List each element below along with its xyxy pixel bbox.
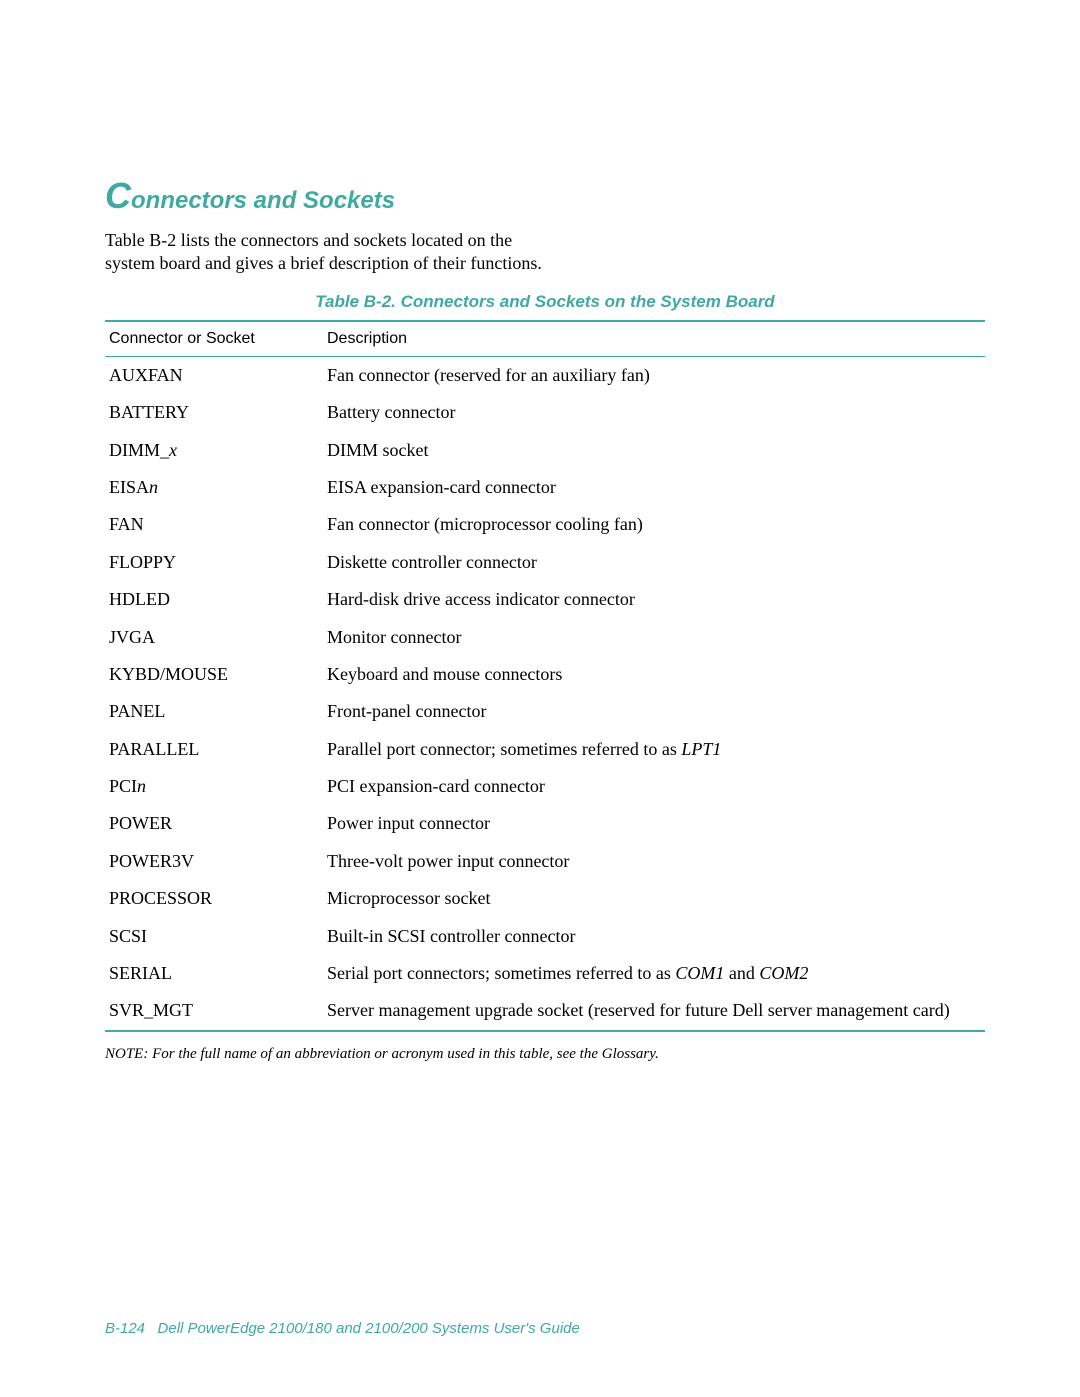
cell-connector: KYBD/MOUSE xyxy=(105,656,323,693)
document-page: Connectors and Sockets Table B-2 lists t… xyxy=(0,0,1080,1063)
cell-description: Keyboard and mouse connectors xyxy=(323,656,985,693)
cell-description: Server management upgrade socket (reserv… xyxy=(323,992,985,1029)
section-heading: Connectors and Sockets xyxy=(105,175,985,217)
cell-description: Hard-disk drive access indicator connect… xyxy=(323,581,985,618)
table-header-connector: Connector or Socket xyxy=(105,322,323,357)
cell-description: Monitor connector xyxy=(323,619,985,656)
cell-connector: PARALLEL xyxy=(105,731,323,768)
table-header-row: Connector or Socket Description xyxy=(105,322,985,357)
cell-connector: SVR_MGT xyxy=(105,992,323,1029)
cell-connector: HDLED xyxy=(105,581,323,618)
cell-connector: PCIn xyxy=(105,768,323,805)
table-row: POWER3VThree-volt power input connector xyxy=(105,843,985,880)
table-row: FANFan connector (microprocessor cooling… xyxy=(105,506,985,543)
cell-description: Built-in SCSI controller connector xyxy=(323,918,985,955)
cell-description: EISA expansion-card connector xyxy=(323,469,985,506)
table-row: PCInPCI expansion-card connector xyxy=(105,768,985,805)
cell-connector: FLOPPY xyxy=(105,544,323,581)
cell-description: Fan connector (reserved for an auxiliary… xyxy=(323,356,985,394)
cell-description: PCI expansion-card connector xyxy=(323,768,985,805)
table-note: NOTE: For the full name of an abbreviati… xyxy=(105,1046,985,1063)
cell-connector: EISAn xyxy=(105,469,323,506)
cell-description: Three-volt power input connector xyxy=(323,843,985,880)
cell-description: DIMM socket xyxy=(323,432,985,469)
cell-connector: POWER xyxy=(105,805,323,842)
table-row: AUXFANFan connector (reserved for an aux… xyxy=(105,356,985,394)
table-row: SVR_MGTServer management upgrade socket … xyxy=(105,992,985,1029)
cell-connector: PANEL xyxy=(105,693,323,730)
cell-description: Diskette controller connector xyxy=(323,544,985,581)
cell-description: Fan connector (microprocessor cooling fa… xyxy=(323,506,985,543)
table-container: Connector or Socket Description AUXFANFa… xyxy=(105,320,985,1032)
connectors-table: Connector or Socket Description AUXFANFa… xyxy=(105,322,985,1030)
page-footer: B-124 Dell PowerEdge 2100/180 and 2100/2… xyxy=(105,1320,580,1337)
table-row: EISAnEISA expansion-card connector xyxy=(105,469,985,506)
table-row: KYBD/MOUSEKeyboard and mouse connectors xyxy=(105,656,985,693)
table-row: PANELFront-panel connector xyxy=(105,693,985,730)
heading-rest: onnectors and Sockets xyxy=(131,187,395,214)
table-row: FLOPPYDiskette controller connector xyxy=(105,544,985,581)
cell-description: Power input connector xyxy=(323,805,985,842)
cell-connector: DIMM_x xyxy=(105,432,323,469)
cell-description: Serial port connectors; sometimes referr… xyxy=(323,955,985,992)
cell-connector: AUXFAN xyxy=(105,356,323,394)
cell-connector: PROCESSOR xyxy=(105,880,323,917)
cell-connector: JVGA xyxy=(105,619,323,656)
footer-doc-title: Dell PowerEdge 2100/180 and 2100/200 Sys… xyxy=(158,1320,580,1337)
table-caption: Table B-2. Connectors and Sockets on the… xyxy=(105,292,985,312)
heading-dropcap: C xyxy=(105,175,131,216)
table-row: JVGAMonitor connector xyxy=(105,619,985,656)
cell-description: Front-panel connector xyxy=(323,693,985,730)
intro-paragraph: Table B-2 lists the connectors and socke… xyxy=(105,229,545,276)
cell-connector: SERIAL xyxy=(105,955,323,992)
table-row: PROCESSORMicroprocessor socket xyxy=(105,880,985,917)
table-row: HDLEDHard-disk drive access indicator co… xyxy=(105,581,985,618)
cell-connector: FAN xyxy=(105,506,323,543)
table-row: BATTERYBattery connector xyxy=(105,394,985,431)
table-row: SERIALSerial port connectors; sometimes … xyxy=(105,955,985,992)
footer-page-number: B-124 xyxy=(105,1320,145,1337)
table-row: PARALLELParallel port connector; sometim… xyxy=(105,731,985,768)
cell-description: Parallel port connector; sometimes refer… xyxy=(323,731,985,768)
cell-connector: POWER3V xyxy=(105,843,323,880)
table-row: POWERPower input connector xyxy=(105,805,985,842)
table-row: SCSIBuilt-in SCSI controller connector xyxy=(105,918,985,955)
table-row: DIMM_xDIMM socket xyxy=(105,432,985,469)
table-header-description: Description xyxy=(323,322,985,357)
cell-connector: BATTERY xyxy=(105,394,323,431)
cell-connector: SCSI xyxy=(105,918,323,955)
cell-description: Battery connector xyxy=(323,394,985,431)
cell-description: Microprocessor socket xyxy=(323,880,985,917)
